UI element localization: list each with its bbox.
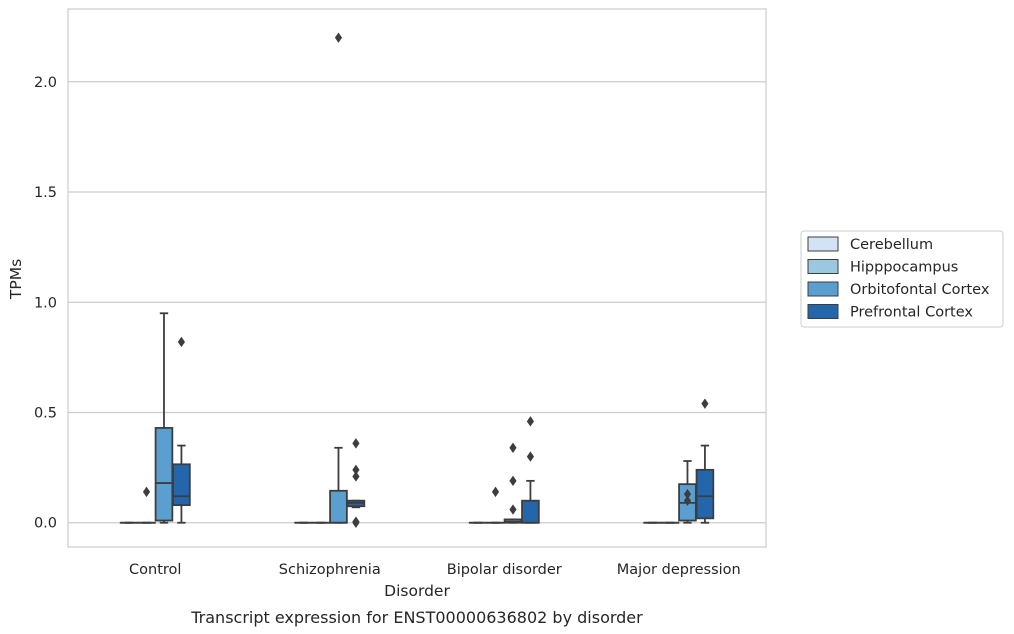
box-body xyxy=(154,427,174,522)
box-body xyxy=(329,489,348,524)
outlier-point xyxy=(352,438,360,449)
legend-frame xyxy=(800,230,1004,328)
outlier-point xyxy=(334,32,343,43)
outlier-point xyxy=(491,486,500,498)
x-tick-label: Control xyxy=(129,562,181,578)
outlier-point xyxy=(526,451,535,462)
legend-swatch xyxy=(807,281,839,297)
y-tick-label: 0.0 xyxy=(34,516,57,532)
legend-label: Hipppocampus xyxy=(850,260,958,276)
box-0-1 xyxy=(137,486,156,524)
outlier-point xyxy=(683,495,692,506)
chart-caption: Transcript expression for ENST0000063680… xyxy=(190,608,643,627)
box-2-1 xyxy=(486,486,505,524)
y-tick-label: 0.5 xyxy=(34,406,57,422)
outlier-point xyxy=(352,517,360,528)
outlier-point xyxy=(526,416,535,427)
box-1-3 xyxy=(346,438,366,528)
legend-swatch xyxy=(807,304,839,319)
outlier-point xyxy=(177,336,186,348)
box-0-3 xyxy=(172,336,191,524)
outlier-point xyxy=(509,475,517,487)
plot-frame xyxy=(67,8,767,548)
y-tick-label: 2.0 xyxy=(34,75,57,91)
x-axis-title: Disorder xyxy=(384,582,450,600)
outlier-point xyxy=(701,398,709,409)
outlier-point xyxy=(509,442,517,453)
box-3-2 xyxy=(678,460,697,524)
outlier-point xyxy=(352,464,360,476)
box-2-2 xyxy=(503,442,523,524)
legend-label: Orbitofontal Cortex xyxy=(850,282,990,298)
outlier-point xyxy=(352,471,360,482)
outlier-point xyxy=(142,486,151,498)
box-2-3 xyxy=(521,416,540,524)
x-tick-label: Major depression xyxy=(617,562,741,578)
box-body xyxy=(695,468,715,520)
y-axis-title: TPMs xyxy=(7,259,25,300)
y-tick-labels: 0.0 0.5 1.0 1.5 2.0 xyxy=(34,75,57,532)
legend-swatch xyxy=(807,236,839,252)
y-tick-label: 1.5 xyxy=(34,185,57,201)
box-plot-marks xyxy=(119,32,715,528)
box-1-2 xyxy=(329,32,348,524)
x-tick-labels: Control Schizophrenia Bipolar disorder Majo… xyxy=(129,562,741,578)
legend-label: Prefrontal Cortex xyxy=(850,305,973,321)
box-body xyxy=(172,463,191,507)
outlier-point xyxy=(683,488,692,500)
x-tick-label: Bipolar disorder xyxy=(447,562,562,578)
y-tick-label: 1.0 xyxy=(34,295,57,311)
outlier-point xyxy=(509,504,517,515)
box-0-2 xyxy=(154,312,174,524)
legend-label: Cerebellum xyxy=(850,237,933,253)
x-tick-label: Schizophrenia xyxy=(279,562,381,578)
box-body xyxy=(521,499,540,524)
box-3-3 xyxy=(695,398,715,524)
legend: Cerebellum Hipppocampus Orbitofontal Corte… xyxy=(800,230,1004,328)
legend-swatch xyxy=(807,259,839,274)
